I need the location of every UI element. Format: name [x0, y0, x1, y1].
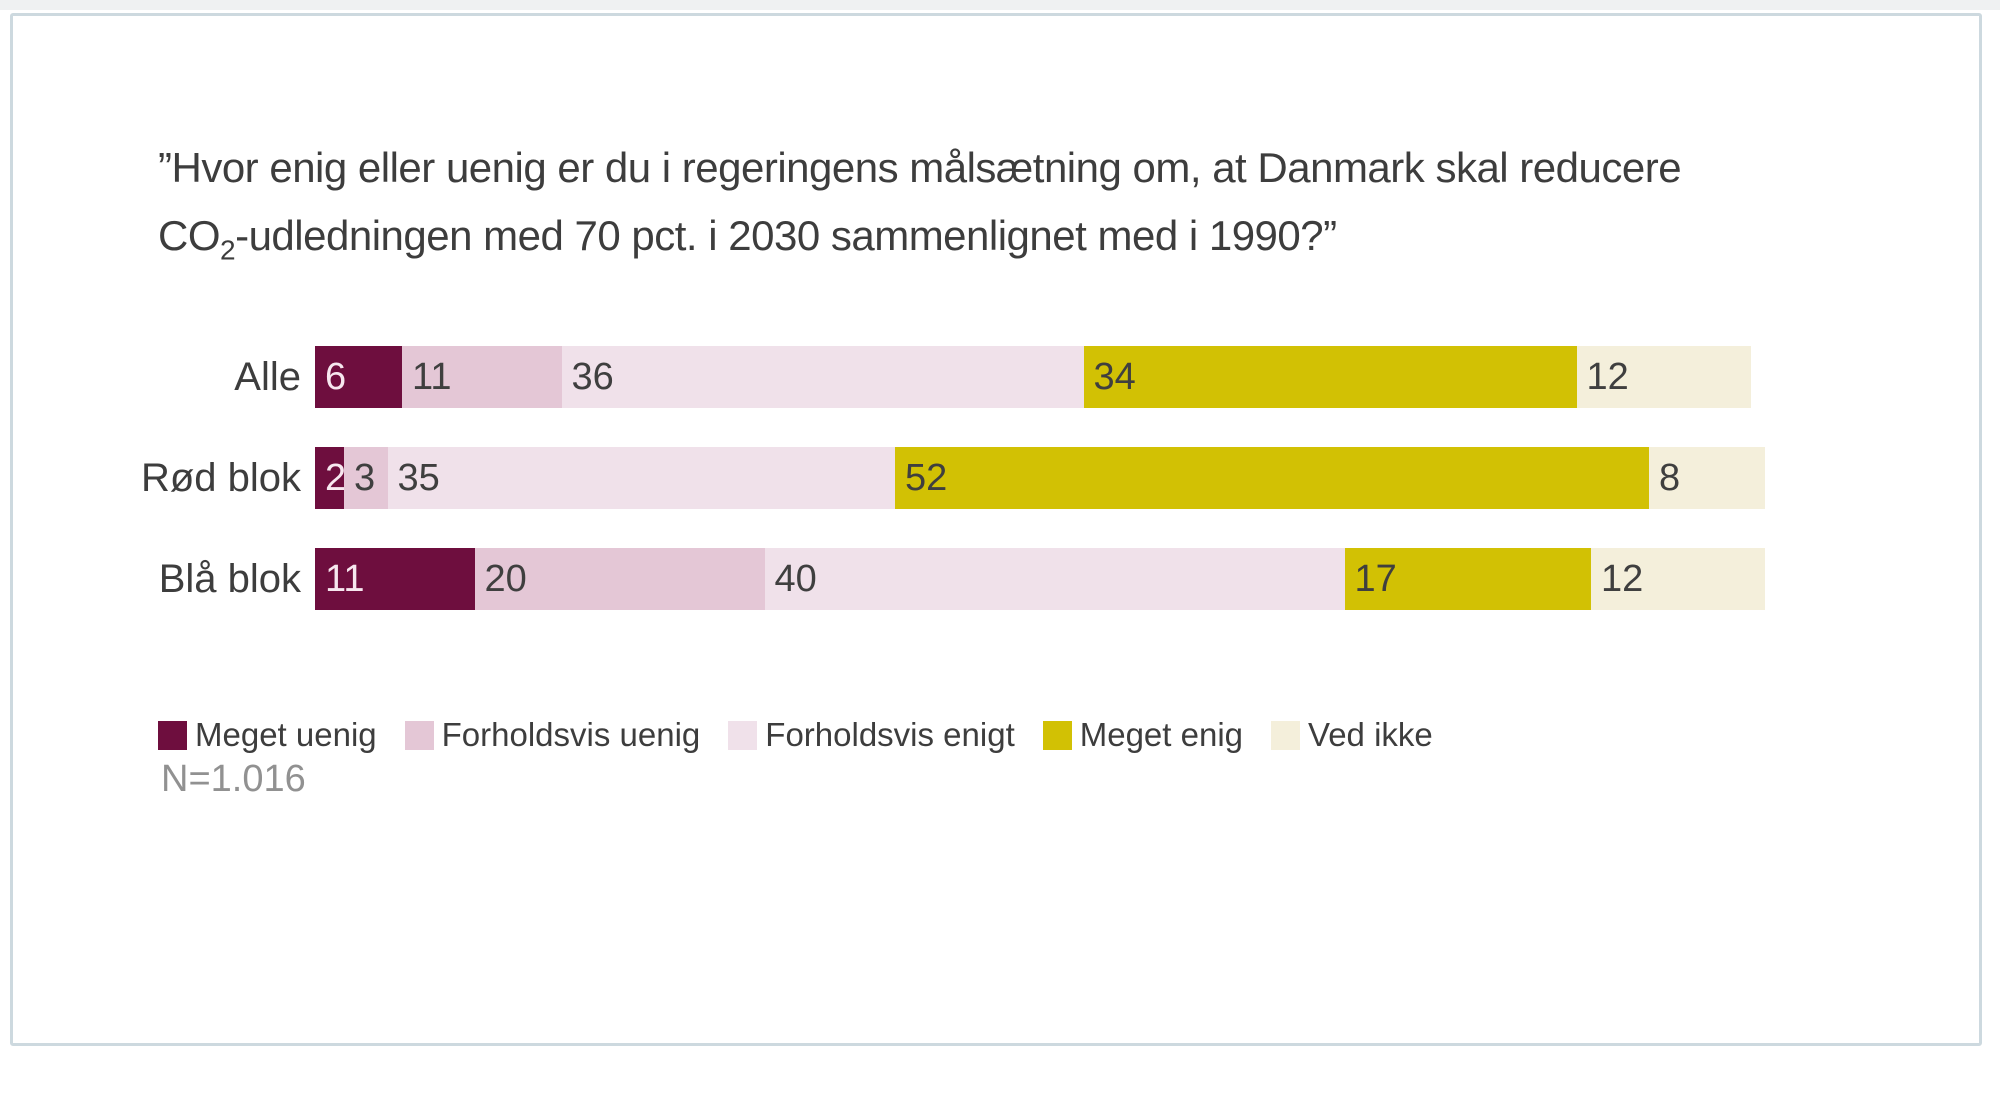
legend: Meget uenig Forholdsvis uenig Forholdsvis … [158, 716, 1433, 754]
bar-segment: 12 [1591, 548, 1765, 610]
question-line2: CO2-udledningen med 70 pct. i 2030 samme… [158, 212, 1337, 266]
bar-category-label: Alle [234, 354, 301, 399]
legend-item: Forholdsvis uenig [404, 716, 701, 754]
bar-segment: 11 [402, 346, 562, 408]
segment-value: 12 [1586, 355, 1629, 398]
segment-value: 8 [1659, 456, 1681, 499]
segment-value: 11 [412, 355, 452, 398]
legend-swatch [404, 720, 434, 750]
bar-segment: 6 [315, 346, 402, 408]
legend-item: Forholdsvis enigt [728, 716, 1015, 754]
bar-segment: 8 [1649, 447, 1765, 509]
bar-segment: 34 [1083, 346, 1577, 408]
segment-value: 17 [1354, 557, 1397, 600]
page-top-strip [0, 0, 2000, 10]
bar-segment: 17 [1344, 548, 1591, 610]
co2-subscript: 2 [220, 234, 236, 266]
sample-size-note: N=1.016 [161, 758, 306, 800]
bar-segment: 12 [1576, 346, 1751, 408]
bar-track: 2 3 35 52 8 [315, 447, 1765, 509]
bar-track: 11 20 40 17 12 [315, 548, 1765, 610]
bar-row: Alle 6 11 36 34 12 [16, 346, 1751, 408]
segment-value: 12 [1601, 557, 1644, 600]
question-line1: ”Hvor enig eller uenig er du i regeringe… [158, 144, 1682, 191]
segment-value: 52 [905, 456, 948, 499]
bar-segment: 36 [561, 346, 1084, 408]
segment-value: 3 [354, 456, 376, 499]
bar-row: Rød blok 2 3 35 52 8 [16, 447, 1765, 509]
legend-label: Forholdsvis enigt [765, 716, 1015, 753]
bar-segment: 2 [315, 447, 347, 509]
bar-segment: 3 [344, 447, 388, 509]
segment-value: 35 [397, 456, 440, 499]
legend-swatch [1271, 720, 1301, 750]
legend-item: Meget enig [1042, 716, 1244, 754]
bar-category-label: Blå blok [158, 556, 301, 601]
bar-segment: 11 [315, 548, 475, 610]
bar-row: Blå blok 11 20 40 17 12 [16, 548, 1765, 610]
stacked-bar-chart: Alle 6 11 36 34 12 Rød blok 2 3 35 52 8 Blå blok 11 20… [13, 16, 1979, 1043]
segment-value: 11 [325, 557, 365, 600]
legend-label: Ved ikke [1308, 716, 1433, 753]
segment-value: 36 [571, 355, 614, 398]
bar-track: 6 11 36 34 12 [315, 346, 1751, 408]
legend-item: Meget uenig [158, 716, 377, 754]
bar-category-label: Rød blok [140, 455, 301, 500]
bar-segment: 52 [895, 447, 1649, 509]
segment-value: 20 [484, 557, 527, 600]
bar-segment: 40 [764, 548, 1345, 610]
bar-segment: 20 [474, 548, 765, 610]
legend-item: Ved ikke [1271, 716, 1433, 754]
segment-value: 2 [325, 456, 347, 499]
figure-frame: ”Hvor enig eller uenig er du i regeringe… [10, 13, 1982, 1046]
legend-swatch [158, 720, 187, 750]
bar-segment: 35 [387, 447, 895, 509]
survey-question: ”Hvor enig eller uenig er du i regeringe… [158, 134, 1778, 270]
legend-label: Meget enig [1079, 716, 1244, 753]
legend-swatch [728, 720, 758, 750]
segment-value: 40 [774, 557, 817, 600]
legend-label: Forholdsvis uenig [441, 716, 701, 753]
segment-value: 34 [1093, 355, 1136, 398]
legend-label: Meget uenig [195, 716, 377, 753]
legend-swatch [1042, 720, 1072, 750]
segment-value: 6 [325, 355, 347, 398]
